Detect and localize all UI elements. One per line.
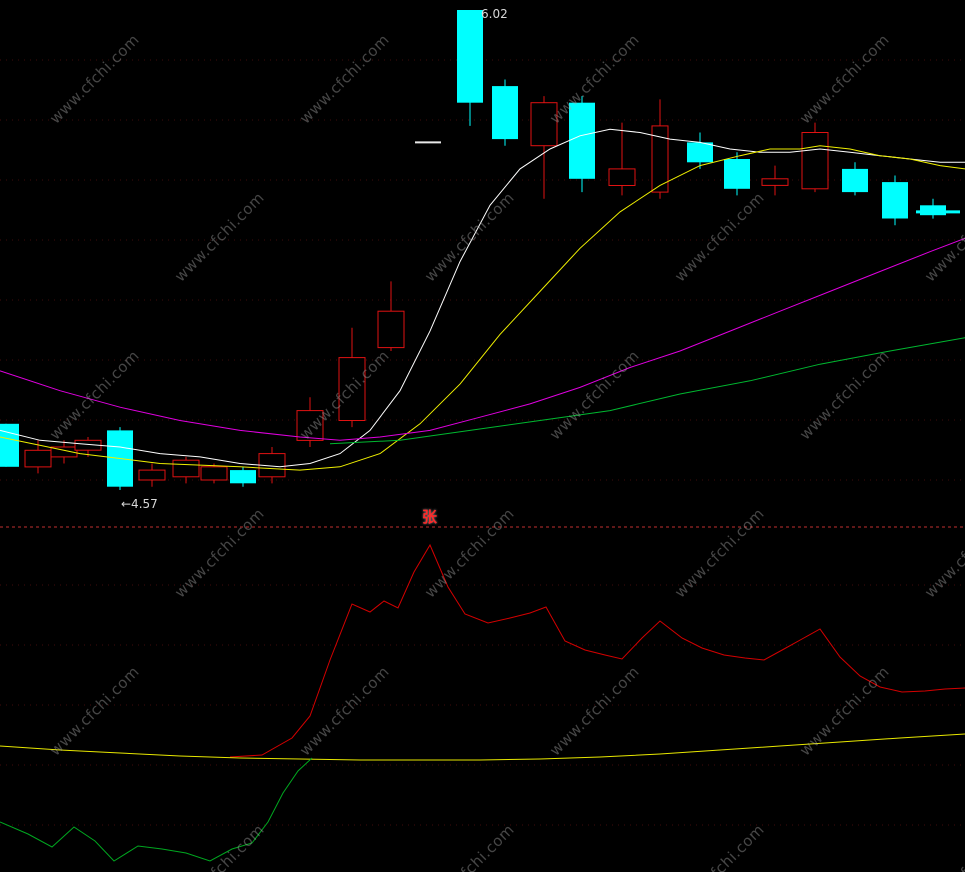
indicator-line-red xyxy=(229,543,965,758)
candle-body xyxy=(200,466,228,481)
candle-body xyxy=(569,102,595,179)
candle-body xyxy=(651,125,669,193)
candle-body xyxy=(338,357,366,422)
candle-body xyxy=(230,470,256,484)
candle-body xyxy=(530,102,558,147)
ma-line-yellow xyxy=(0,145,965,471)
indicator-line-green xyxy=(0,757,313,862)
candle-body xyxy=(457,10,483,103)
ma-line-white xyxy=(0,128,965,468)
candle-body xyxy=(172,459,200,478)
candle-body xyxy=(24,449,52,468)
candle-body xyxy=(801,132,829,190)
candle-body xyxy=(296,410,324,441)
indicator-line-yellow xyxy=(0,733,965,761)
candle-body xyxy=(687,142,713,163)
ma-line-magenta xyxy=(0,237,965,441)
candle-body xyxy=(761,178,789,186)
candle-body xyxy=(842,168,868,193)
ma-line-green xyxy=(329,337,965,445)
candle-body xyxy=(920,205,946,216)
candle-body xyxy=(377,310,405,349)
candle-body xyxy=(492,86,518,140)
candle-body xyxy=(608,168,636,186)
candle-body xyxy=(50,446,78,458)
candle-body xyxy=(724,159,750,189)
candle-body xyxy=(138,469,166,481)
candle-body xyxy=(0,423,19,467)
candle-body xyxy=(882,182,908,219)
